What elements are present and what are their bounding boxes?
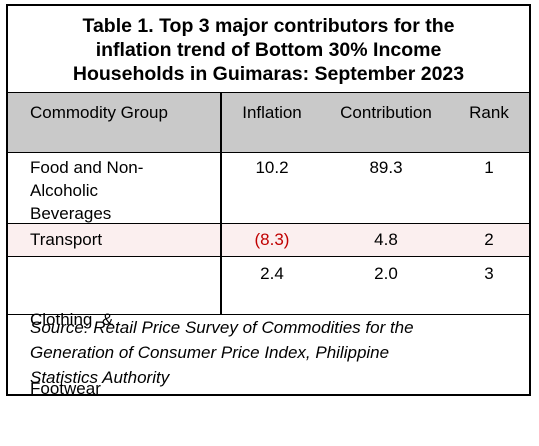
commodity-line: Footwear [30, 379, 101, 398]
header-contribution: Contribution [340, 103, 432, 122]
table-row-2-contribution: 4.8 [374, 230, 398, 249]
table-row-1-contribution: 89.3 [369, 158, 403, 177]
commodity-line: Clothing & [30, 310, 114, 329]
title-line-3: Households in Guimaras: September 2023 [72, 63, 465, 85]
commodity-line: Beverages [30, 204, 112, 223]
header-divider [8, 152, 529, 153]
source-note: Source: Retail Price Survey of Commoditi… [30, 315, 520, 390]
row-divider-3 [8, 314, 529, 315]
title-line-2: inflation trend of Bottom 30% Income [95, 39, 442, 61]
table-row-1-commodity: Food and Non- Alcoholic Beverages [30, 156, 143, 225]
table-row-3-contribution: 2.0 [374, 264, 398, 283]
header-inflation: Inflation [242, 103, 302, 122]
title-line-1: Table 1. Top 3 major contributors for th… [82, 15, 455, 37]
table-title: Table 1. Top 3 major contributors for th… [8, 14, 529, 86]
table-row-2-inflation: (8.3) [254, 230, 290, 249]
table-row-2-commodity: Transport [30, 228, 102, 251]
row-divider-1 [8, 223, 529, 224]
header-commodity: Commodity Group [30, 103, 168, 122]
header-row [8, 92, 529, 152]
column-divider [220, 92, 222, 314]
commodity-line: Transport [30, 230, 103, 249]
commodity-line: Food and Non- [30, 158, 144, 177]
table-row-3-inflation: 2.4 [260, 264, 284, 283]
table-row-3-rank: 3 [484, 264, 494, 283]
highlight-row-band [8, 223, 529, 256]
table-row-1-inflation: 10.2 [255, 158, 289, 177]
table-row-1-rank: 1 [484, 158, 494, 177]
source-line-1: Source: Retail Price Survey of Commoditi… [30, 318, 414, 337]
table-row-2-rank: 2 [484, 230, 494, 249]
commodity-line: Alcoholic [30, 181, 99, 200]
row-divider-2 [8, 256, 529, 257]
source-line-3: Statistics Authority [30, 368, 170, 387]
table-row-3-commodity: Clothing & Footwear [30, 262, 113, 446]
header-rank: Rank [469, 103, 509, 122]
source-line-2: Generation of Consumer Price Index, Phil… [30, 343, 390, 362]
table-frame: Table 1. Top 3 major contributors for th… [6, 4, 531, 398]
